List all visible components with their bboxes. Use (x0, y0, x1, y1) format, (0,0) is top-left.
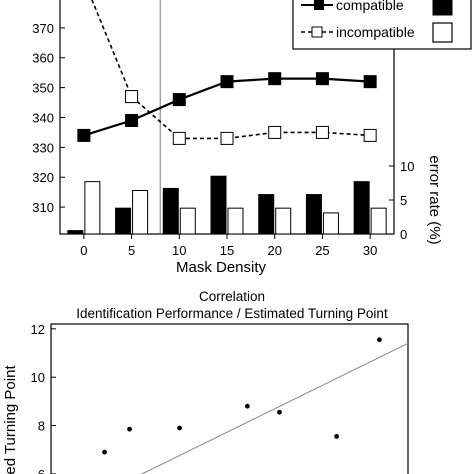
legend-marker-incompatible (311, 26, 323, 38)
marker-compatible-25 (315, 72, 329, 86)
bar-incompatible-5 (132, 189, 149, 235)
legend-entry-compatible: compatible (301, 0, 453, 16)
legend-label-compatible: compatible (336, 0, 404, 13)
x-tick-label: 15 (220, 243, 234, 258)
x-axis-title: Mask Density (176, 259, 267, 276)
bottom-tick-label: 6 (38, 467, 45, 474)
left-tick-label: 330 (32, 140, 54, 155)
x-tick-label: 30 (363, 243, 377, 258)
right-tick-label: 10 (400, 159, 414, 174)
left-tick-label: 350 (32, 81, 54, 96)
right-axis-ticks: 0 5 10 (389, 159, 414, 242)
bar-compatible-30 (353, 181, 370, 235)
bar-compatible-15 (210, 175, 227, 235)
marker-compatible-0 (77, 128, 91, 142)
left-tick-label: 370 (32, 21, 54, 36)
bottom-tick-label: 8 (38, 419, 45, 434)
marker-incompatible-25 (315, 125, 329, 139)
bottom-chart: Correlation Identification Performance /… (2, 289, 409, 474)
line-series (77, 0, 377, 145)
chart-subtitle: Identification Performance / Estimated T… (76, 306, 388, 321)
left-tick-label: 360 (32, 51, 54, 66)
marker-compatible-15 (220, 75, 234, 89)
left-tick-label: 340 (32, 110, 54, 125)
scatter-point-3 (177, 425, 182, 431)
bar-incompatible-20 (275, 207, 292, 235)
bottom-plot-frame (50, 323, 409, 474)
right-tick-label: 0 (400, 227, 407, 242)
bar-incompatible-0 (84, 181, 101, 235)
left-tick-label: 320 (32, 170, 54, 185)
marker-incompatible-10 (172, 131, 186, 145)
marker-compatible-20 (268, 72, 282, 86)
bottom-tick-label: 12 (31, 322, 45, 337)
left-axis-ticks: 310 320 330 340 350 360 370 (32, 21, 65, 215)
x-axis-ticks: 0 5 10 15 20 25 30 (80, 234, 377, 258)
bar-incompatible-15 (227, 207, 244, 235)
legend-entry-incompatible: incompatible (301, 22, 453, 43)
chart-title: Correlation (199, 289, 265, 304)
x-tick-label: 25 (315, 243, 329, 258)
bar-compatible-10 (162, 187, 179, 235)
scatter-point-5 (277, 409, 282, 415)
legend-label-incompatible: incompatible (336, 24, 415, 40)
right-tick-label: 5 (400, 193, 407, 208)
legend-marker-compatible (314, 0, 324, 10)
scatter-point-6 (334, 434, 339, 439)
bottom-y-axis-ticks: 6 8 10 12 (31, 322, 56, 474)
marker-compatible-30 (363, 75, 377, 89)
scatter-point-2 (127, 426, 132, 432)
marker-incompatible-30 (363, 128, 377, 142)
bar-incompatible-10 (179, 207, 196, 235)
marker-incompatible-15 (220, 131, 234, 145)
bar-compatible-25 (305, 194, 322, 235)
error-bars (67, 175, 387, 235)
scatter-point-7 (377, 337, 382, 343)
legend-swatch-incompatible (432, 22, 453, 43)
marker-compatible-5 (125, 113, 139, 127)
trend-line (140, 342, 409, 474)
marker-compatible-10 (172, 93, 186, 107)
bar-compatible-0 (67, 230, 84, 235)
x-tick-label: 10 (172, 243, 186, 258)
right-axis-title: error rate (%) (426, 155, 443, 244)
bar-compatible-5 (115, 207, 132, 235)
legend: compatible incompatible (292, 0, 472, 50)
x-tick-label: 0 (80, 243, 87, 258)
marker-incompatible-5 (125, 90, 139, 104)
x-tick-label: 5 (128, 243, 135, 258)
scatter-point-4 (244, 403, 250, 409)
legend-swatch-compatible (432, 0, 453, 16)
scatter-points (102, 337, 382, 455)
bar-incompatible-30 (370, 207, 387, 235)
bar-compatible-20 (258, 194, 275, 235)
bottom-y-axis-title: ed Turning Point (2, 365, 19, 474)
scatter-point-1 (102, 449, 107, 455)
x-tick-label: 20 (267, 243, 281, 258)
bar-incompatible-25 (322, 212, 339, 235)
bottom-tick-label: 10 (31, 370, 45, 385)
marker-incompatible-20 (268, 125, 282, 139)
left-tick-label: 310 (32, 200, 54, 215)
